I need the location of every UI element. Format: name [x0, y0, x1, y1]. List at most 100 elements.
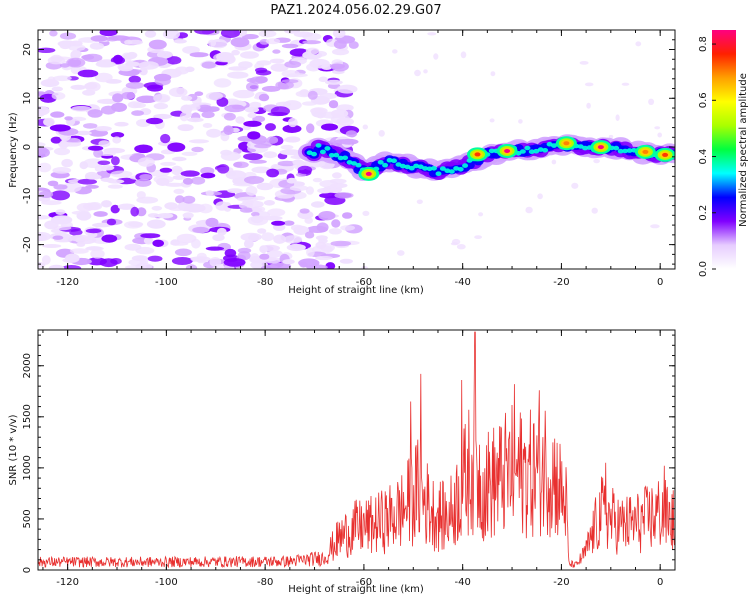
snr-series — [38, 331, 675, 569]
noise-blob — [287, 117, 298, 128]
noise-blob — [216, 227, 227, 236]
noise-blob — [227, 71, 249, 79]
noise-blob — [52, 75, 72, 82]
noise-blob — [49, 124, 71, 132]
noise-blob — [283, 220, 295, 226]
noise-blob — [232, 89, 255, 99]
noise-blob — [50, 136, 62, 144]
noise-blob — [615, 114, 620, 121]
noise-blob — [272, 49, 281, 54]
y-tick-label: 0 — [22, 144, 33, 150]
noise-blob — [280, 144, 294, 150]
noise-blob — [81, 54, 95, 60]
noise-blob — [182, 46, 200, 54]
x-tick-label: -20 — [553, 577, 569, 588]
noise-blob — [257, 228, 267, 234]
noise-blob — [76, 211, 92, 221]
noise-blob — [261, 85, 281, 92]
noise-blob — [315, 241, 327, 249]
noise-blob — [50, 190, 70, 201]
ridge-peak — [597, 145, 604, 150]
ridge-band — [408, 165, 415, 171]
noise-blob — [361, 266, 368, 269]
noise-blob — [217, 164, 230, 174]
noise-blob — [416, 199, 423, 205]
noise-blob — [474, 235, 482, 240]
noise-blob — [648, 98, 655, 106]
noise-blob — [41, 200, 62, 206]
x-tick-label: -60 — [356, 577, 372, 588]
noise-blob — [315, 235, 328, 241]
noise-blob — [423, 69, 428, 74]
noise-blob — [348, 41, 359, 49]
noise-blob — [175, 195, 185, 204]
noise-blob — [77, 178, 98, 185]
noise-blob — [339, 258, 353, 264]
noise-blob — [98, 140, 111, 148]
noise-blob — [94, 165, 104, 172]
noise-blob — [77, 69, 99, 78]
noise-blob — [621, 82, 630, 86]
noise-blob — [134, 144, 153, 154]
noise-blob — [311, 201, 325, 208]
ridge-band — [488, 148, 495, 154]
noise-blob — [336, 84, 358, 94]
noise-blob — [265, 38, 281, 45]
noise-blob — [111, 156, 120, 166]
x-tick-label: -40 — [454, 577, 470, 588]
snr-ylabel: SNR (10 * v/v) — [8, 414, 19, 485]
noise-blob — [254, 143, 272, 149]
colorbar-tick-label: 0.2 — [698, 205, 709, 221]
noise-blob — [282, 124, 302, 133]
noise-blob — [579, 61, 589, 65]
noise-blob — [172, 156, 187, 162]
noise-blob — [244, 176, 265, 184]
noise-blob — [297, 165, 313, 175]
ridge-band — [399, 163, 406, 169]
noise-blob — [70, 84, 86, 90]
noise-blob — [124, 221, 143, 229]
noise-blob — [188, 139, 210, 144]
noise-blob — [38, 142, 46, 147]
noise-blob — [139, 174, 153, 180]
noise-blob — [145, 117, 164, 125]
noise-blob — [456, 244, 466, 250]
noise-blob — [146, 84, 163, 92]
noise-blob — [160, 133, 171, 144]
noise-blob — [136, 207, 147, 217]
noise-blob — [362, 210, 370, 216]
noise-blob — [378, 130, 385, 137]
noise-blob — [114, 121, 129, 127]
spectrogram-frame — [37, 29, 676, 270]
noise-blob — [47, 180, 59, 187]
x-tick-label: -40 — [454, 277, 470, 288]
ridge-band — [626, 148, 633, 153]
snr-xlabel: Height of straight line (km) — [288, 584, 424, 595]
noise-blob — [241, 34, 259, 40]
ridge-band — [542, 148, 549, 153]
noise-blob — [95, 61, 116, 68]
noise-blob — [293, 225, 310, 235]
noise-blob — [182, 195, 196, 204]
ridge-band — [528, 149, 535, 154]
ridge-band — [439, 166, 446, 171]
ridge-band — [386, 157, 393, 163]
y-tick-label: 20 — [22, 43, 33, 56]
noise-blob — [433, 53, 439, 60]
ridge-band — [342, 155, 349, 161]
noise-blob — [206, 128, 222, 138]
noise-blob — [168, 87, 188, 97]
noise-blob — [176, 233, 197, 244]
noise-blob — [53, 147, 71, 156]
noise-blob — [124, 39, 133, 45]
x-tick-label: -80 — [257, 277, 273, 288]
y-tick-label: 10 — [22, 92, 33, 105]
x-tick-label: -80 — [257, 577, 273, 588]
noise-blob — [216, 97, 229, 107]
ridge-peak — [365, 171, 372, 176]
noise-blob — [50, 111, 65, 118]
noise-blob — [53, 184, 68, 190]
noise-blob — [153, 93, 171, 103]
x-tick-label: -100 — [155, 577, 178, 588]
noise-blob — [235, 116, 245, 124]
